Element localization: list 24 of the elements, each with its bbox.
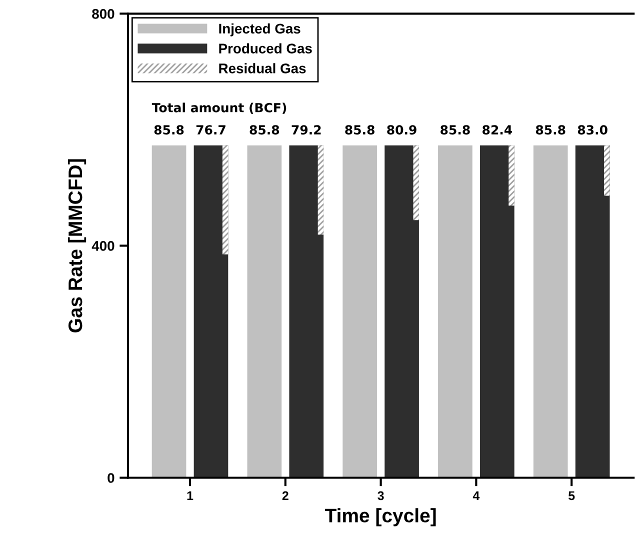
annotation: 76.7 bbox=[196, 125, 226, 135]
annotation: 85.8 bbox=[440, 125, 470, 135]
y-tick-label: 800 bbox=[92, 8, 114, 19]
y-axis-title: Gas Rate [MMCFD] bbox=[68, 159, 86, 332]
legend-label: Residual Gas bbox=[219, 63, 306, 74]
x-tick-label: 5 bbox=[568, 491, 575, 500]
legend-label: Injected Gas bbox=[219, 23, 300, 36]
annotation: 83.0 bbox=[578, 125, 608, 135]
legend-label: Produced Gas bbox=[219, 43, 312, 54]
y-tick-label: 400 bbox=[92, 241, 114, 251]
annotation: 85.8 bbox=[345, 125, 374, 135]
x-axis-title: Time [cycle] bbox=[324, 508, 436, 526]
annotation: Total amount (BCF) bbox=[152, 102, 286, 114]
annotation: 79.2 bbox=[292, 125, 321, 135]
annotation: 80.9 bbox=[387, 125, 416, 135]
annotation: 85.8 bbox=[536, 125, 566, 135]
x-tick-label: 1 bbox=[187, 491, 194, 500]
annotation: 85.8 bbox=[250, 125, 280, 135]
x-tick-label: 2 bbox=[282, 491, 288, 500]
annotation: 85.8 bbox=[154, 125, 184, 135]
annotation: 82.4 bbox=[482, 125, 512, 135]
y-tick-label: 0 bbox=[108, 473, 114, 483]
x-tick-label: 3 bbox=[378, 491, 384, 500]
x-tick-label: 4 bbox=[472, 491, 480, 500]
